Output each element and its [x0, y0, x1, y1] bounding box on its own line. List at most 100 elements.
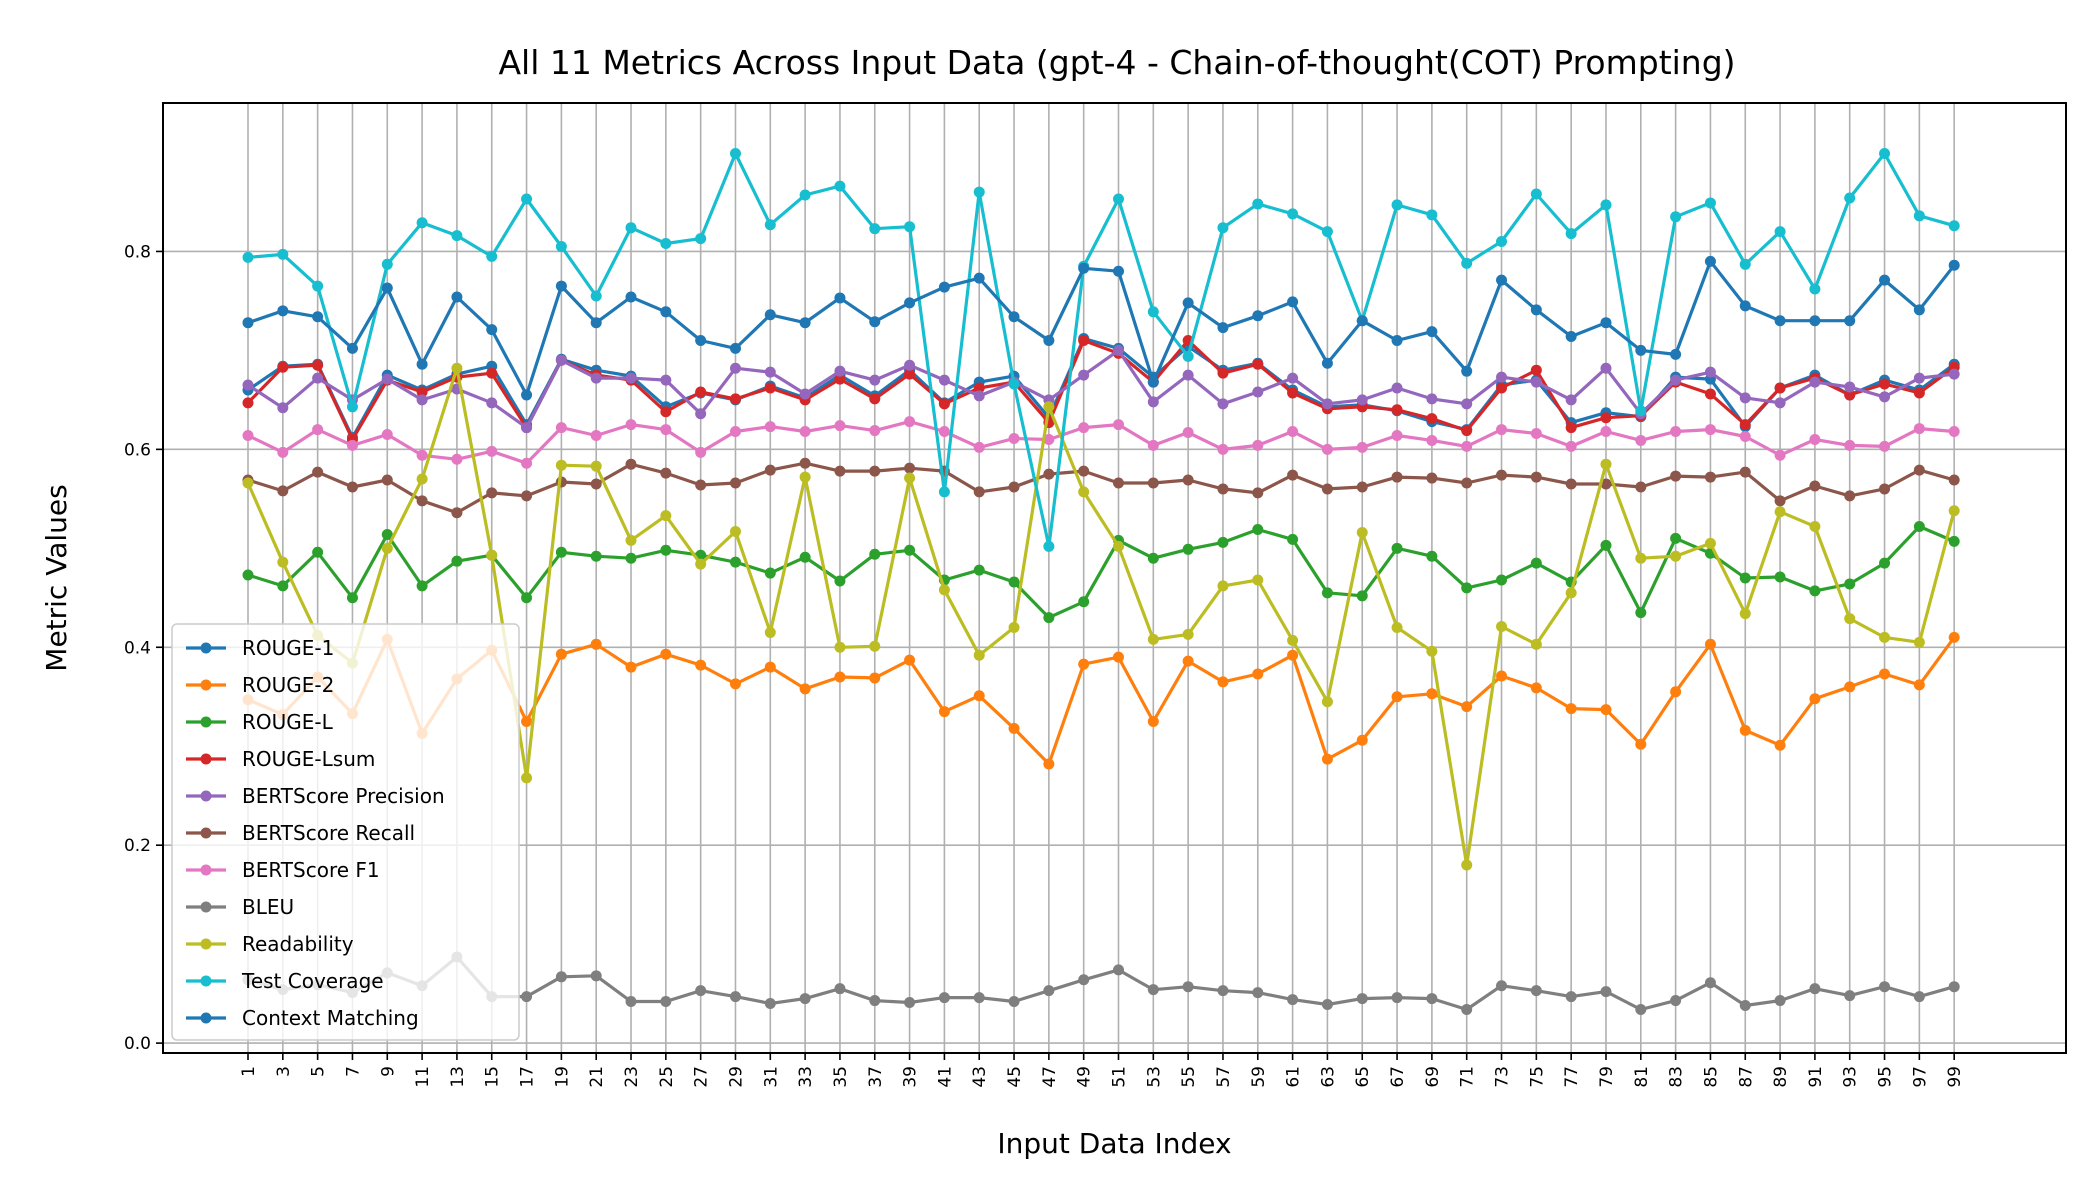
data-point — [1496, 469, 1508, 481]
x-tick-label: 69 — [1423, 1066, 1443, 1088]
data-point — [1147, 715, 1159, 727]
legend-marker — [200, 938, 212, 950]
data-point — [1948, 259, 1960, 271]
data-point — [1043, 540, 1055, 552]
data-point — [904, 368, 916, 380]
data-point — [1008, 378, 1020, 390]
x-tick-label: 89 — [1771, 1066, 1791, 1088]
data-point — [938, 398, 950, 410]
data-point — [904, 221, 916, 233]
x-tick-label: 17 — [518, 1066, 538, 1088]
x-tick-label: 19 — [552, 1066, 572, 1088]
data-point — [346, 481, 358, 493]
x-tick-label: 5 — [309, 1066, 329, 1077]
data-point — [1217, 398, 1229, 410]
data-point — [1182, 350, 1194, 362]
data-point — [1704, 537, 1716, 549]
x-tick-label: 1 — [239, 1066, 259, 1077]
data-point — [1774, 226, 1786, 238]
data-point — [1704, 471, 1716, 483]
chart-title: All 11 Metrics Across Input Data (gpt-4 … — [498, 43, 1735, 82]
data-point — [1008, 621, 1020, 633]
data-point — [1356, 315, 1368, 327]
data-point — [660, 510, 672, 522]
legend-entry-label: ROUGE-2 — [242, 673, 334, 697]
data-point — [1739, 419, 1751, 431]
data-point — [1287, 469, 1299, 481]
data-point — [869, 465, 881, 477]
data-point — [1356, 481, 1368, 493]
data-point — [1635, 405, 1647, 417]
data-point — [695, 386, 707, 398]
data-point — [973, 441, 985, 453]
data-point — [1321, 357, 1333, 369]
data-point — [660, 544, 672, 556]
data-point — [1670, 348, 1682, 360]
data-point — [346, 439, 358, 451]
data-point — [277, 248, 289, 260]
data-point — [1635, 738, 1647, 750]
data-point — [938, 584, 950, 596]
data-point — [1774, 739, 1786, 751]
data-point — [1217, 536, 1229, 548]
data-point — [729, 477, 741, 489]
data-point — [555, 648, 567, 660]
data-point — [381, 542, 393, 554]
data-point — [590, 372, 602, 384]
data-point — [1739, 392, 1751, 404]
data-point — [1461, 582, 1473, 594]
data-point — [1948, 368, 1960, 380]
x-tick-label: 53 — [1144, 1066, 1164, 1088]
data-point — [1252, 487, 1264, 499]
data-point — [1670, 211, 1682, 223]
data-point — [381, 474, 393, 486]
data-point — [625, 419, 637, 431]
data-point — [869, 548, 881, 560]
data-point — [625, 291, 637, 303]
series-line — [247, 420, 1955, 465]
data-point — [277, 402, 289, 414]
data-point — [1182, 427, 1194, 439]
data-point — [625, 534, 637, 546]
data-point — [764, 382, 776, 394]
data-point — [1391, 430, 1403, 441]
data-point — [1043, 335, 1055, 346]
data-point — [1565, 394, 1577, 406]
data-point — [1078, 486, 1090, 498]
data-point — [1844, 990, 1856, 1002]
data-point — [416, 580, 428, 592]
data-point — [834, 420, 846, 432]
data-point — [1217, 443, 1229, 455]
data-point — [1530, 682, 1542, 694]
data-point — [521, 772, 533, 784]
data-point — [590, 478, 602, 490]
data-point — [1182, 297, 1194, 309]
data-point — [1913, 521, 1925, 533]
data-point — [521, 490, 533, 502]
x-tick-label: 43 — [970, 1066, 990, 1088]
legend-entry-label: BERTScore Precision — [242, 784, 445, 808]
data-point — [1426, 434, 1438, 446]
x-tick-label: 9 — [378, 1066, 398, 1077]
data-point — [1356, 993, 1368, 1005]
data-point — [1948, 220, 1960, 232]
data-point — [1078, 465, 1090, 477]
x-tick-label: 61 — [1284, 1066, 1304, 1088]
data-point — [1496, 574, 1508, 586]
x-tick-label: 21 — [587, 1066, 607, 1088]
data-point — [938, 486, 950, 498]
data-point — [1461, 477, 1473, 489]
data-point — [381, 373, 393, 385]
data-point — [695, 479, 707, 491]
data-point — [1461, 701, 1473, 713]
x-tick-label: 55 — [1179, 1066, 1199, 1088]
data-point — [1496, 980, 1508, 992]
data-point — [1321, 753, 1333, 765]
data-point — [869, 223, 881, 235]
data-point — [555, 422, 567, 434]
data-point — [764, 567, 776, 579]
data-point — [660, 406, 672, 418]
data-point — [1321, 696, 1333, 708]
data-point — [1217, 322, 1229, 334]
data-point — [1356, 526, 1368, 538]
